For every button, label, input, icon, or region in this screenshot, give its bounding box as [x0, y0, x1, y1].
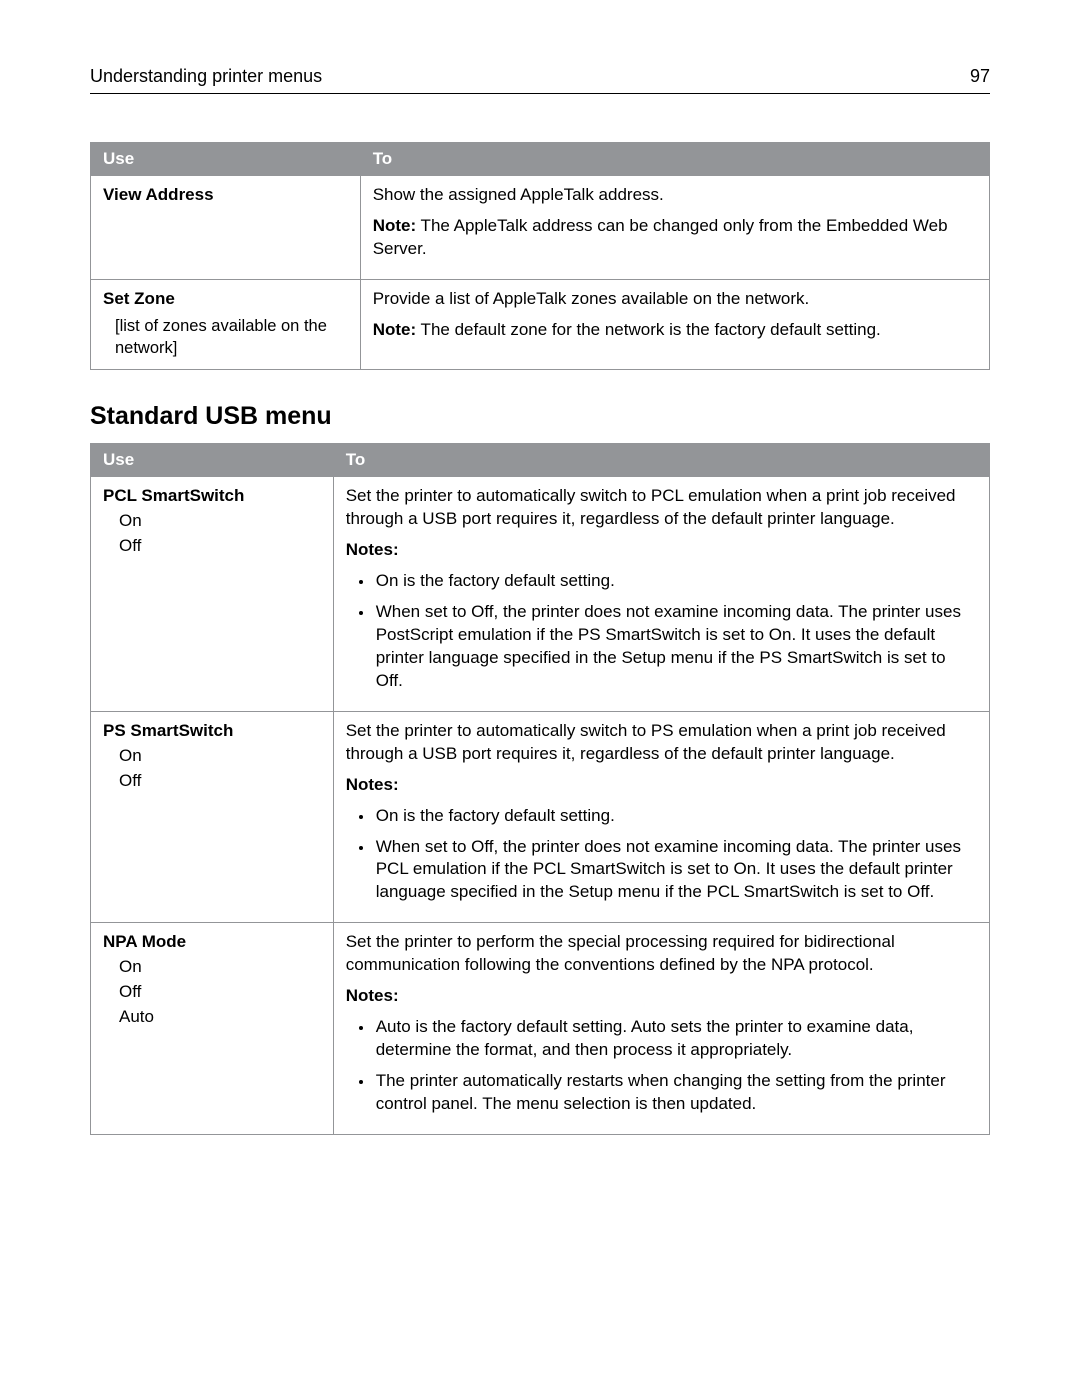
note-text: The default zone for the network is the …: [416, 320, 881, 339]
document-page: Understanding printer menus 97 Use To Vi…: [0, 0, 1080, 1227]
table-row: Set Zone [list of zones available on the…: [91, 279, 990, 369]
use-cell: NPA Mode On Off Auto: [91, 923, 334, 1135]
table-header-row: Use To: [91, 143, 990, 176]
table-row: View Address Show the assigned AppleTalk…: [91, 176, 990, 280]
note-item: On is the factory default setting.: [374, 570, 977, 593]
to-description: Provide a list of AppleTalk zones availa…: [373, 288, 977, 311]
table-row: PCL SmartSwitch On Off Set the printer t…: [91, 477, 990, 712]
header-title: Understanding printer menus: [90, 66, 322, 87]
use-option: On: [119, 956, 321, 979]
use-title: PCL SmartSwitch: [103, 486, 244, 505]
note-label: Note:: [373, 216, 416, 235]
use-title: Set Zone: [103, 289, 175, 308]
use-options: On Off: [119, 745, 321, 793]
use-cell: View Address: [91, 176, 361, 280]
notes-list: On is the factory default setting. When …: [346, 570, 977, 693]
appletalk-table: Use To View Address Show the assigned Ap…: [90, 142, 990, 370]
use-cell: PS SmartSwitch On Off: [91, 711, 334, 923]
page-number: 97: [970, 66, 990, 87]
to-cell: Show the assigned AppleTalk address. Not…: [360, 176, 989, 280]
use-title: PS SmartSwitch: [103, 721, 233, 740]
note-item: When set to Off, the printer does not ex…: [374, 836, 977, 905]
section-heading: Standard USB menu: [90, 402, 990, 431]
notes-label: Notes:: [346, 774, 977, 797]
use-option: On: [119, 745, 321, 768]
note-text: The AppleTalk address can be changed onl…: [373, 216, 948, 258]
to-cell: Set the printer to automatically switch …: [333, 711, 989, 923]
column-header-to: To: [360, 143, 989, 176]
note-item: The printer automatically restarts when …: [374, 1070, 977, 1116]
note-item: Auto is the factory default setting. Aut…: [374, 1016, 977, 1062]
column-header-use: Use: [91, 143, 361, 176]
to-description: Set the printer to automatically switch …: [346, 720, 977, 766]
notes-list: On is the factory default setting. When …: [346, 805, 977, 905]
use-option: Auto: [119, 1006, 321, 1029]
to-description: Show the assigned AppleTalk address.: [373, 184, 977, 207]
note-label: Note:: [373, 320, 416, 339]
to-cell: Set the printer to automatically switch …: [333, 477, 989, 712]
notes-list: Auto is the factory default setting. Aut…: [346, 1016, 977, 1116]
use-option: Off: [119, 981, 321, 1004]
note-item: When set to Off, the printer does not ex…: [374, 601, 977, 693]
use-subtext: [list of zones available on the network]: [115, 315, 348, 360]
use-option: Off: [119, 770, 321, 793]
notes-label: Notes:: [346, 985, 977, 1008]
to-description: Set the printer to perform the special p…: [346, 931, 977, 977]
to-note: Note: The default zone for the network i…: [373, 319, 977, 342]
to-description: Set the printer to automatically switch …: [346, 485, 977, 531]
use-options: On Off: [119, 510, 321, 558]
page-header: Understanding printer menus 97: [90, 66, 990, 94]
use-cell: PCL SmartSwitch On Off: [91, 477, 334, 712]
to-cell: Set the printer to perform the special p…: [333, 923, 989, 1135]
use-title: NPA Mode: [103, 932, 186, 951]
use-options: On Off Auto: [119, 956, 321, 1029]
table-row: PS SmartSwitch On Off Set the printer to…: [91, 711, 990, 923]
table-header-row: Use To: [91, 444, 990, 477]
column-header-use: Use: [91, 444, 334, 477]
to-note: Note: The AppleTalk address can be chang…: [373, 215, 977, 261]
use-option: On: [119, 510, 321, 533]
column-header-to: To: [333, 444, 989, 477]
use-title: View Address: [103, 185, 214, 204]
usb-table: Use To PCL SmartSwitch On Off Set the pr…: [90, 443, 990, 1135]
note-item: On is the factory default setting.: [374, 805, 977, 828]
use-option: Off: [119, 535, 321, 558]
to-cell: Provide a list of AppleTalk zones availa…: [360, 279, 989, 369]
table-row: NPA Mode On Off Auto Set the printer to …: [91, 923, 990, 1135]
notes-label: Notes:: [346, 539, 977, 562]
use-cell: Set Zone [list of zones available on the…: [91, 279, 361, 369]
